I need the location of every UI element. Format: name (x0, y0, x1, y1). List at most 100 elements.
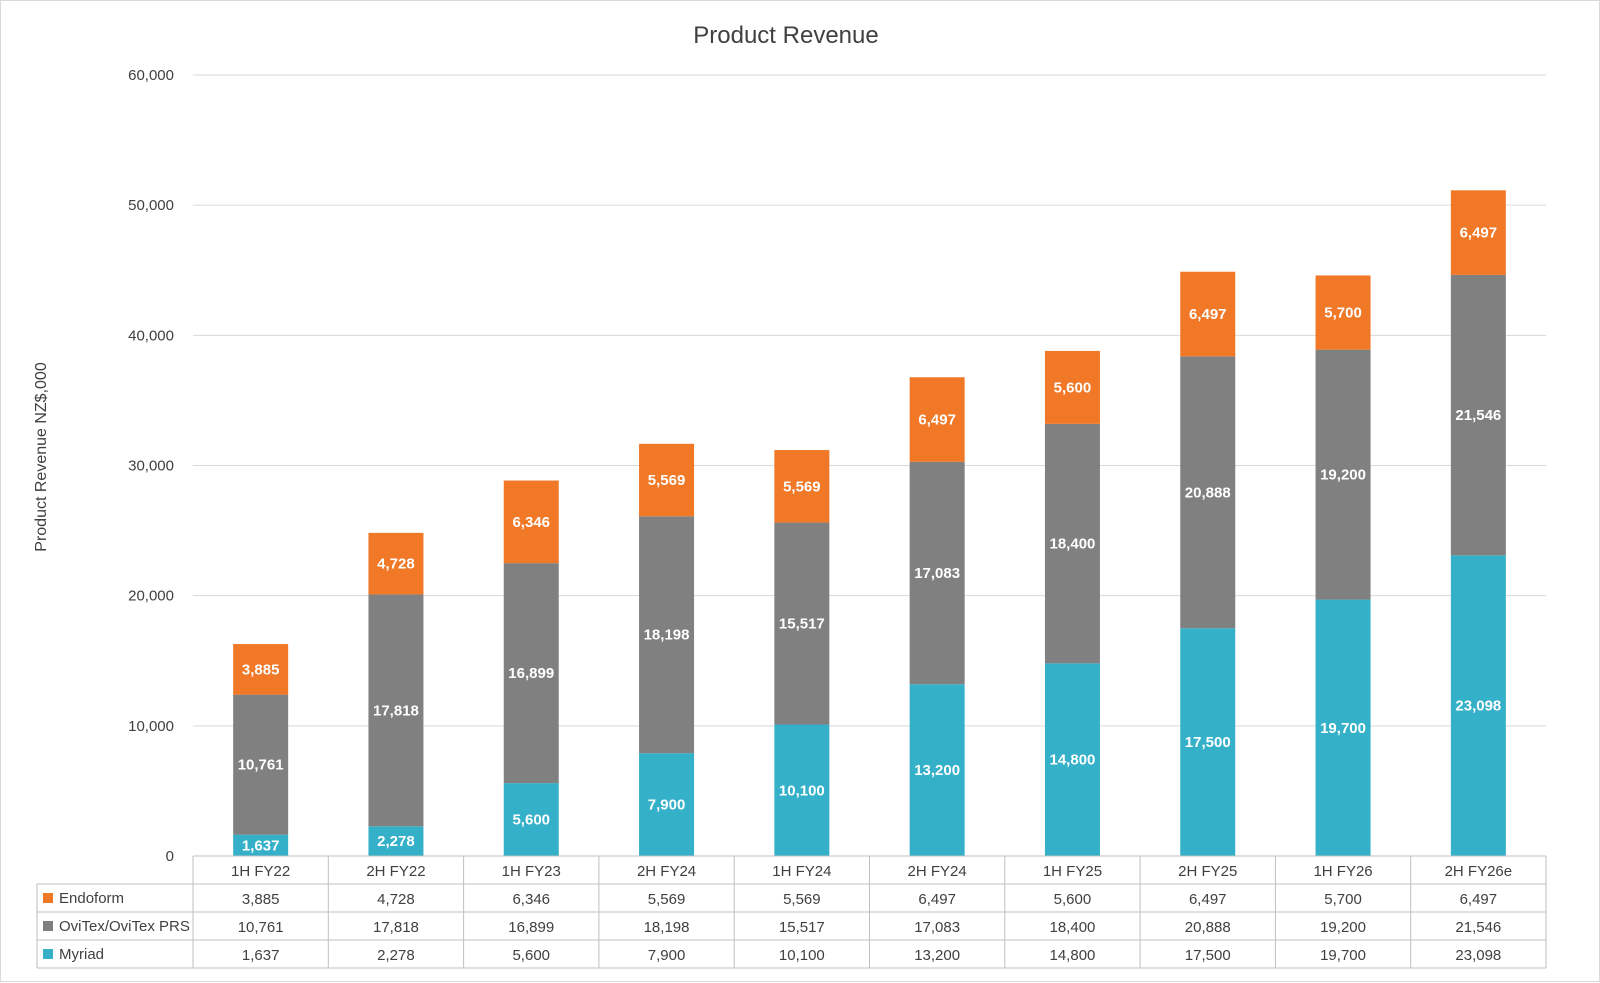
table-cell-value: 5,569 (783, 891, 821, 908)
y-tick-label: 40,000 (128, 327, 174, 344)
bar-segment (1315, 349, 1371, 600)
bar-data-label: 5,600 (1054, 379, 1092, 396)
table-cell-value: 10,100 (779, 947, 825, 964)
bar-segment (368, 594, 424, 827)
bar-data-label: 6,497 (1460, 225, 1498, 242)
bar-data-label: 16,899 (508, 665, 554, 682)
bar-data-label: 17,083 (914, 565, 960, 582)
y-tick-label: 50,000 (128, 197, 174, 214)
table-cell-value: 21,546 (1455, 919, 1501, 936)
bar-data-label: 5,700 (1324, 305, 1362, 322)
bar-segment (233, 644, 289, 695)
bar-segment (909, 684, 965, 856)
bar-segment (774, 522, 830, 725)
bar-data-label: 13,200 (914, 762, 960, 779)
bar-data-label: 23,098 (1455, 698, 1501, 715)
bars: 1,637 10,761 3,885 2,278 17,818 4,728 5,600 16,… (233, 190, 1506, 856)
bar-segment (1180, 628, 1236, 856)
data-table: 1H FY22 2H FY22 1H FY23 2H FY24 1H FY24 2H FY… (36, 855, 1547, 969)
y-tick-label: 10,000 (128, 718, 174, 735)
bar-data-label: 19,200 (1320, 467, 1366, 484)
bar-segment (639, 753, 695, 856)
bar-data-label: 18,400 (1050, 536, 1096, 553)
table-cell-value: 1,637 (242, 947, 280, 964)
bar-data-label: 6,497 (918, 412, 956, 429)
x-category-label: 1H FY26 (1313, 863, 1372, 880)
legend-entry: OviTex/OviTex PRS (59, 918, 190, 935)
bar-segment (1180, 271, 1236, 357)
y-axis-ticks: 0 10,000 20,000 30,000 40,000 50,000 60,000 (128, 67, 174, 865)
bar-data-label: 15,517 (779, 616, 825, 633)
table-cell-value: 5,700 (1324, 891, 1362, 908)
bar-segment (1044, 663, 1100, 856)
x-category-label: 2H FY26e (1445, 863, 1513, 880)
bar-segment (233, 694, 289, 835)
bar-segment (639, 443, 695, 517)
bar-data-label: 5,600 (512, 812, 550, 829)
table-cell-value: 19,700 (1320, 947, 1366, 964)
table-cell-value: 20,888 (1185, 919, 1231, 936)
bar-segment (1450, 274, 1506, 556)
bar-data-label: 1,637 (242, 837, 280, 854)
table-cell-value: 14,800 (1050, 947, 1096, 964)
table-cell-value: 17,500 (1185, 947, 1231, 964)
y-axis-label: Product Revenue NZ$,000 (33, 362, 50, 552)
bar-segment (503, 563, 559, 784)
table-cell-value: 5,600 (512, 947, 550, 964)
x-category-label: 2H FY25 (1178, 863, 1237, 880)
table-cell-value: 16,899 (508, 919, 554, 936)
table-cell-value: 10,761 (238, 919, 284, 936)
bar-data-label: 2,278 (377, 833, 415, 850)
legend-entry: Myriad (59, 946, 104, 963)
bar-segment (909, 461, 965, 685)
legend-swatch (43, 949, 53, 959)
x-category-label: 2H FY24 (637, 863, 696, 880)
bar-segment (368, 826, 424, 856)
y-tick-label: 60,000 (128, 67, 174, 84)
bar-segment (503, 480, 559, 564)
bar-data-label: 17,500 (1185, 734, 1231, 751)
table-cell-value: 4,728 (377, 891, 415, 908)
bar-data-label: 20,888 (1185, 484, 1231, 501)
table-cell-value: 2,278 (377, 947, 415, 964)
bar-data-label: 10,761 (238, 757, 284, 774)
bar-segment (1044, 350, 1100, 424)
table-cell-value: 17,083 (914, 919, 960, 936)
y-tick-label: 20,000 (128, 588, 174, 605)
bar-segment (1180, 356, 1236, 629)
bar-data-label: 4,728 (377, 556, 415, 573)
table-cell-value: 6,497 (1460, 891, 1498, 908)
bar-segment (774, 724, 830, 856)
table-cell-value: 23,098 (1455, 947, 1501, 964)
x-category-label: 1H FY25 (1043, 863, 1102, 880)
bar-segment (368, 532, 424, 595)
table-cell-value: 6,346 (512, 891, 550, 908)
chart-title: Product Revenue (693, 22, 878, 49)
bar-segment (233, 834, 289, 856)
bar-data-label: 18,198 (644, 627, 690, 644)
table-cell-value: 17,818 (373, 919, 419, 936)
table-cell-value: 18,198 (644, 919, 690, 936)
table-cell-value: 18,400 (1050, 919, 1096, 936)
bar-segment (1450, 555, 1506, 856)
bar-data-label: 10,100 (779, 782, 825, 799)
bar-data-label: 14,800 (1050, 752, 1096, 769)
bar-data-label: 7,900 (648, 797, 686, 814)
y-tick-label: 30,000 (128, 458, 174, 475)
table-cell-value: 19,200 (1320, 919, 1366, 936)
bar-data-label: 6,346 (512, 514, 550, 531)
bar-data-label: 19,700 (1320, 720, 1366, 737)
bar-segment (639, 516, 695, 754)
bar-data-label: 17,818 (373, 702, 419, 719)
bar-segment (1315, 599, 1371, 856)
legend-entry: Endoform (59, 890, 124, 907)
table-cell-value: 5,600 (1054, 891, 1092, 908)
bar-data-label: 21,546 (1455, 407, 1501, 424)
bar-segment (774, 450, 830, 523)
x-category-label: 1H FY24 (772, 863, 831, 880)
table-cell-value: 5,569 (648, 891, 686, 908)
x-category-label: 1H FY23 (502, 863, 561, 880)
table-cell-value: 6,497 (918, 891, 956, 908)
